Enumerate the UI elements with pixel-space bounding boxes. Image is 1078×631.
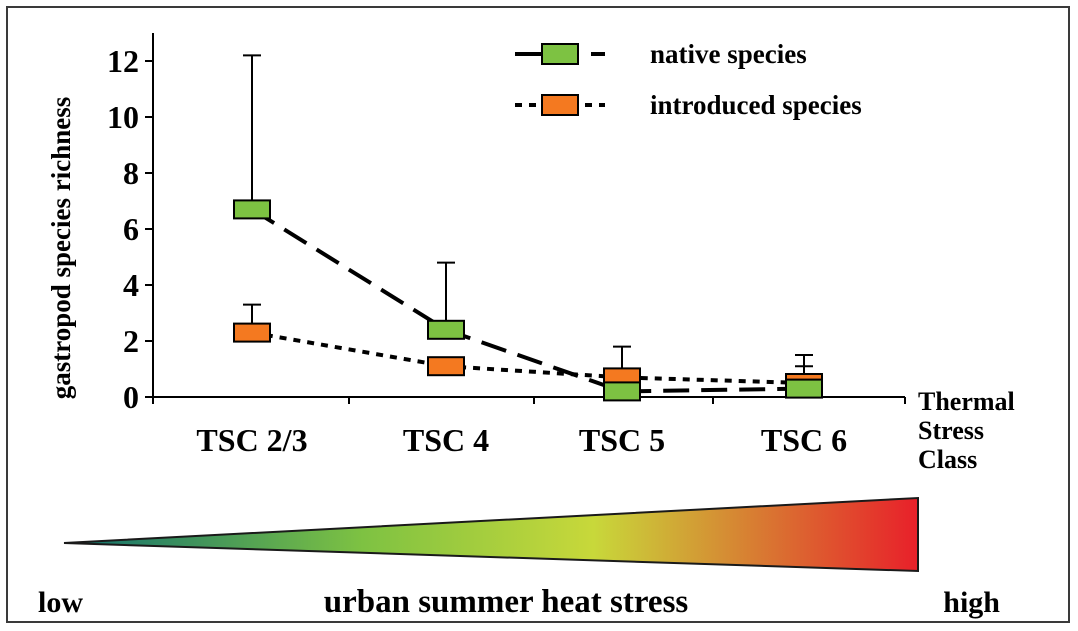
heat-low-label: low [38, 586, 83, 619]
legend-marker-native [541, 43, 579, 65]
y-tick-label: 8 [123, 155, 139, 191]
series-line-introduced [251, 330, 805, 385]
y-tick-label: 12 [107, 43, 139, 79]
y-tick-label: 0 [123, 379, 139, 415]
legend-marker-introduced [541, 94, 579, 116]
series-layer [233, 54, 823, 402]
axes [152, 33, 905, 398]
legend-label-introduced: introduced species [650, 90, 862, 120]
x-tick-label: TSC 6 [761, 422, 847, 458]
x-tick-label: TSC 4 [403, 422, 489, 458]
y-tick-label: 4 [123, 267, 139, 303]
heat-high-label: high [943, 586, 1000, 619]
data-point-native [785, 378, 823, 399]
series-line-native [250, 207, 805, 394]
legend-label-native: native species [650, 39, 807, 69]
data-point-introduced [427, 356, 465, 377]
y-axis-label: gastropod species richness [46, 97, 76, 400]
legend: native species introduced species [515, 39, 862, 120]
y-tick-label: 10 [107, 99, 139, 135]
y-ticks: 0 2 4 6 8 10 12 [107, 43, 153, 415]
x-tick-label: TSC 2/3 [196, 422, 307, 458]
heat-stress-gradient-bar [63, 496, 919, 573]
x-axis-label-line-1: Thermal [918, 387, 1015, 416]
x-axis-label-line-2: Stress [918, 416, 984, 445]
heat-bar-title: urban summer heat stress [324, 584, 689, 620]
x-ticks: TSC 2/3 TSC 4 TSC 5 TSC 6 [152, 397, 906, 458]
y-tick-label: 6 [123, 211, 139, 247]
x-axis-label-line-3: Class [918, 445, 977, 474]
y-tick-label: 2 [123, 323, 139, 359]
data-point-introduced [233, 322, 271, 343]
data-point-native [233, 199, 271, 220]
x-tick-label: TSC 5 [579, 422, 665, 458]
data-point-native [603, 381, 641, 402]
data-point-native [427, 319, 465, 340]
